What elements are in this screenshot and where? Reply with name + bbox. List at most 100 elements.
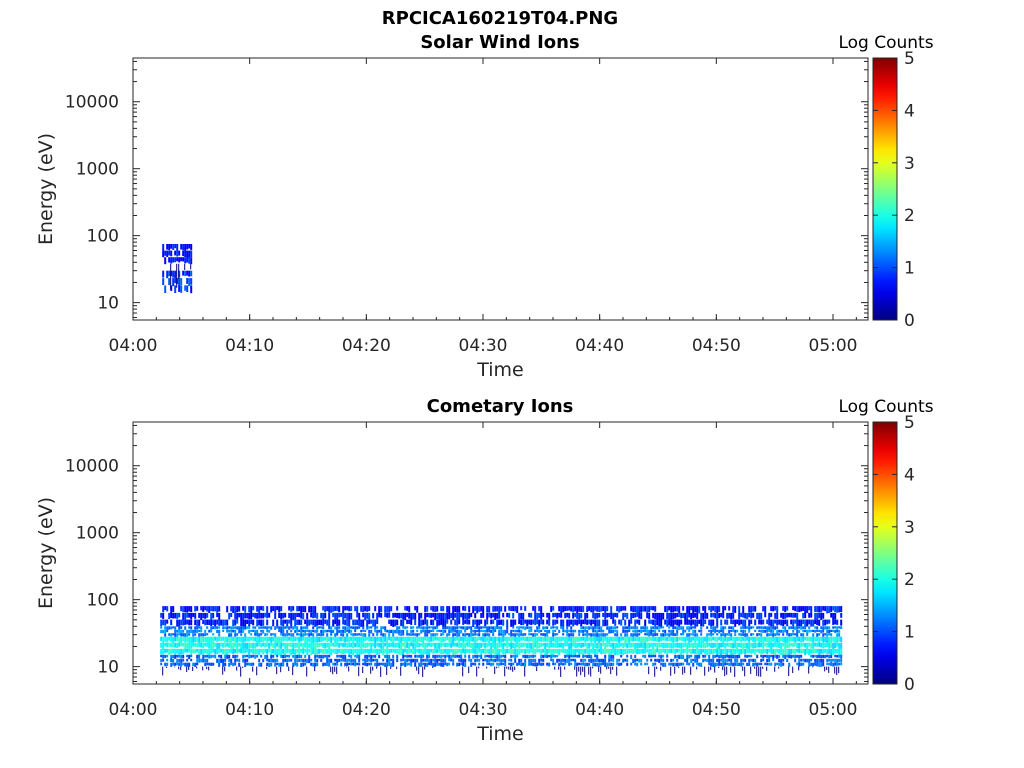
heatmap-cell xyxy=(834,636,837,643)
heatmap-cell xyxy=(288,642,291,647)
heatmap-cell xyxy=(206,662,209,666)
heatmap-cell xyxy=(752,612,755,618)
heatmap-cell xyxy=(178,662,181,666)
heatmap-cell xyxy=(580,606,583,612)
heatmap-cell xyxy=(164,250,167,256)
heatmap-cell xyxy=(162,648,165,655)
heatmap-cell xyxy=(680,662,683,666)
heatmap-cell xyxy=(794,606,797,612)
heatmap-cell xyxy=(758,636,761,644)
heatmap-cell xyxy=(828,654,831,659)
heatmap-cell xyxy=(386,642,389,649)
heatmap-cell xyxy=(818,662,821,667)
heatmap-cell xyxy=(186,629,189,634)
heatmap-cell xyxy=(284,648,287,656)
heatmap-cell xyxy=(298,658,301,662)
heatmap-speck xyxy=(252,666,254,672)
heatmap-cell xyxy=(304,654,307,658)
heatmap-cell xyxy=(710,648,713,655)
heatmap-cell xyxy=(170,626,173,630)
heatmap-cell xyxy=(258,642,261,647)
heatmap-cell xyxy=(830,662,833,666)
heatmap-cell xyxy=(192,629,195,634)
heatmap-cell xyxy=(548,642,551,649)
y-tick-label: 1000 xyxy=(76,524,119,544)
heatmap-cell xyxy=(570,658,573,662)
heatmap-cell xyxy=(246,636,249,642)
heatmap-cell xyxy=(550,636,553,643)
heatmap-cell xyxy=(682,636,685,642)
heatmap-cell xyxy=(614,642,617,649)
heatmap-cell xyxy=(770,626,773,630)
heatmap-cell xyxy=(500,626,503,630)
heatmap-cell xyxy=(188,244,191,249)
heatmap-cell xyxy=(414,606,417,611)
heatmap-cell xyxy=(460,642,463,648)
heatmap-cell xyxy=(722,612,725,619)
y-tick-label: 10000 xyxy=(65,93,119,113)
heatmap-cell xyxy=(434,606,437,612)
heatmap-cell xyxy=(694,636,697,643)
heatmap-cell xyxy=(402,612,405,620)
heatmap-cell xyxy=(836,633,839,637)
heatmap-cell xyxy=(174,612,177,619)
heatmap-cell xyxy=(376,642,379,647)
heatmap-cell xyxy=(768,629,771,632)
heatmap-cell xyxy=(794,619,797,624)
heatmap-cell xyxy=(320,629,323,634)
heatmap-cell xyxy=(796,648,799,653)
heatmap-cell xyxy=(724,619,727,625)
heatmap-speck xyxy=(592,666,594,669)
heatmap-cell xyxy=(528,662,531,666)
heatmap-cell xyxy=(520,642,523,648)
heatmap-cell xyxy=(818,612,821,619)
heatmap-cell xyxy=(322,612,325,620)
heatmap-cell xyxy=(332,612,335,618)
heatmap-cell xyxy=(162,250,165,258)
heatmap-cell xyxy=(236,648,239,654)
heatmap-cell xyxy=(598,629,601,633)
heatmap-cell xyxy=(652,662,655,667)
heatmap-cell xyxy=(606,626,609,630)
heatmap-cell xyxy=(210,648,213,654)
heatmap-cell xyxy=(476,626,479,629)
heatmap-cell xyxy=(674,648,677,654)
heatmap-cell xyxy=(612,662,615,666)
heatmap-cell xyxy=(198,629,201,632)
heatmap-cell xyxy=(254,648,257,655)
heatmap-cell xyxy=(560,648,563,653)
heatmap-cell xyxy=(180,619,183,626)
heatmap-cell xyxy=(474,633,477,636)
heatmap-cell xyxy=(638,606,641,614)
heatmap-cell xyxy=(520,648,523,653)
heatmap-cell xyxy=(444,642,447,647)
heatmap-cell xyxy=(528,629,531,633)
heatmap-cell xyxy=(490,642,493,650)
heatmap-cell xyxy=(676,654,679,658)
heatmap-cell xyxy=(250,642,253,648)
heatmap-cell xyxy=(164,606,167,611)
heatmap-cell xyxy=(736,619,739,624)
heatmap-speck xyxy=(348,666,350,672)
heatmap-cell xyxy=(744,626,747,629)
heatmap-cell xyxy=(690,626,693,630)
heatmap-cell xyxy=(736,662,739,666)
heatmap-cell xyxy=(710,619,713,627)
heatmap-cell xyxy=(336,629,339,634)
heatmap-cell xyxy=(614,636,617,642)
heatmap-cell xyxy=(602,648,605,654)
heatmap-cell xyxy=(830,654,833,658)
heatmap-cell xyxy=(350,629,353,633)
heatmap-cell xyxy=(694,658,697,663)
heatmap-cell xyxy=(274,636,277,643)
heatmap-cell xyxy=(720,626,723,630)
colorbar-tick-label: 1 xyxy=(904,623,915,643)
heatmap-cell xyxy=(786,636,789,644)
heatmap-cell xyxy=(716,642,719,650)
heatmap-cell xyxy=(812,619,815,627)
heatmap-cell xyxy=(806,633,809,636)
heatmap-cell xyxy=(306,658,309,664)
heatmap-cell xyxy=(382,626,385,630)
heatmap-cell xyxy=(692,619,695,625)
heatmap-cell xyxy=(578,642,581,647)
